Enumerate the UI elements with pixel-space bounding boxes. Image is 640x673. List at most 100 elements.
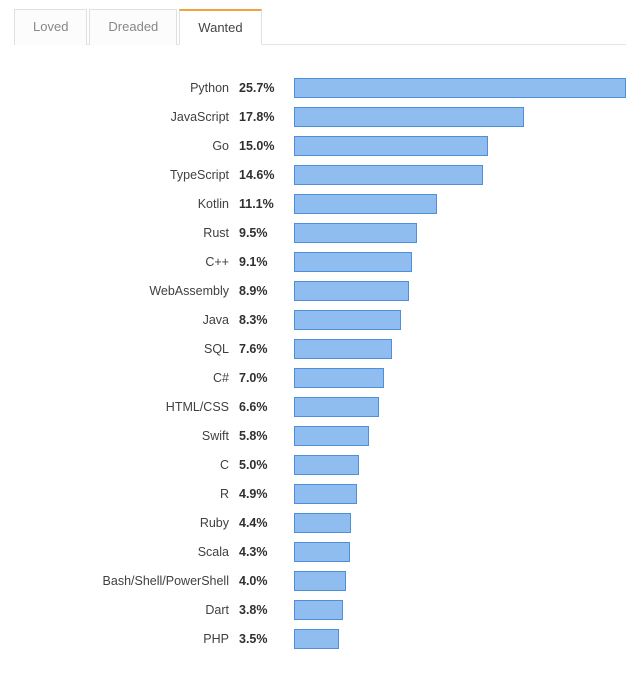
chart-bar <box>294 223 417 243</box>
chart-row-value: 25.7% <box>239 81 294 95</box>
chart-row: Rust9.5% <box>14 218 626 247</box>
chart-row-value: 8.9% <box>239 284 294 298</box>
chart-row: Python25.7% <box>14 73 626 102</box>
chart-row-value: 5.8% <box>239 429 294 443</box>
chart-row-value: 15.0% <box>239 139 294 153</box>
chart-bar <box>294 368 384 388</box>
chart-row: PHP3.5% <box>14 624 626 653</box>
chart-bar-area <box>294 107 626 127</box>
chart-bar <box>294 600 343 620</box>
chart-row-value: 14.6% <box>239 168 294 182</box>
chart-bar-area <box>294 542 626 562</box>
chart-row-label: Dart <box>14 603 239 617</box>
chart-bar <box>294 455 359 475</box>
chart-bar <box>294 194 437 214</box>
chart-row-label: PHP <box>14 632 239 646</box>
chart-row: Kotlin11.1% <box>14 189 626 218</box>
chart-bar <box>294 165 483 185</box>
chart-row-value: 4.3% <box>239 545 294 559</box>
chart-row-value: 6.6% <box>239 400 294 414</box>
chart-bar-area <box>294 513 626 533</box>
chart-row-label: Java <box>14 313 239 327</box>
tab-dreaded[interactable]: Dreaded <box>89 9 177 45</box>
chart-row-value: 3.8% <box>239 603 294 617</box>
chart-row: C#7.0% <box>14 363 626 392</box>
chart-bar <box>294 310 401 330</box>
chart-bar-area <box>294 397 626 417</box>
chart-bar-area <box>294 368 626 388</box>
chart-row: Swift5.8% <box>14 421 626 450</box>
chart-bar-area <box>294 629 626 649</box>
chart-row: HTML/CSS6.6% <box>14 392 626 421</box>
chart-bar-area <box>294 136 626 156</box>
chart-bar-area <box>294 281 626 301</box>
chart-row-label: WebAssembly <box>14 284 239 298</box>
wanted-bar-chart: Python25.7%JavaScript17.8%Go15.0%TypeScr… <box>14 73 626 653</box>
chart-bar-area <box>294 252 626 272</box>
chart-row: C++9.1% <box>14 247 626 276</box>
chart-bar-area <box>294 455 626 475</box>
chart-row-label: Python <box>14 81 239 95</box>
chart-row-label: Swift <box>14 429 239 443</box>
chart-bar <box>294 136 488 156</box>
chart-row-label: HTML/CSS <box>14 400 239 414</box>
chart-row-label: Kotlin <box>14 197 239 211</box>
chart-bar <box>294 397 379 417</box>
chart-row-value: 7.6% <box>239 342 294 356</box>
chart-row-value: 5.0% <box>239 458 294 472</box>
chart-row-value: 17.8% <box>239 110 294 124</box>
chart-row: Scala4.3% <box>14 537 626 566</box>
chart-row-label: C <box>14 458 239 472</box>
chart-row: SQL7.6% <box>14 334 626 363</box>
chart-bar <box>294 78 626 98</box>
chart-bar-area <box>294 223 626 243</box>
chart-bar <box>294 281 409 301</box>
chart-bar-area <box>294 571 626 591</box>
chart-row-label: C# <box>14 371 239 385</box>
chart-bar-area <box>294 339 626 359</box>
tabs: Loved Dreaded Wanted <box>14 8 626 45</box>
chart-row-label: Bash/Shell/PowerShell <box>14 574 239 588</box>
chart-row-label: C++ <box>14 255 239 269</box>
tab-wanted[interactable]: Wanted <box>179 9 261 45</box>
chart-bar-area <box>294 600 626 620</box>
chart-row-label: SQL <box>14 342 239 356</box>
chart-row-label: JavaScript <box>14 110 239 124</box>
chart-row: WebAssembly8.9% <box>14 276 626 305</box>
chart-row-label: TypeScript <box>14 168 239 182</box>
chart-bar-area <box>294 484 626 504</box>
chart-row-label: R <box>14 487 239 501</box>
chart-row: C5.0% <box>14 450 626 479</box>
chart-row: JavaScript17.8% <box>14 102 626 131</box>
chart-row: Ruby4.4% <box>14 508 626 537</box>
chart-row-value: 7.0% <box>239 371 294 385</box>
chart-row-value: 9.5% <box>239 226 294 240</box>
chart-row-value: 9.1% <box>239 255 294 269</box>
chart-row-label: Rust <box>14 226 239 240</box>
chart-bar <box>294 426 369 446</box>
chart-bar-area <box>294 310 626 330</box>
chart-bar <box>294 513 351 533</box>
chart-row: Dart3.8% <box>14 595 626 624</box>
chart-row-value: 11.1% <box>239 197 294 211</box>
chart-row: Bash/Shell/PowerShell4.0% <box>14 566 626 595</box>
chart-bar <box>294 542 350 562</box>
chart-container: Loved Dreaded Wanted Python25.7%JavaScri… <box>0 0 640 673</box>
chart-row: Go15.0% <box>14 131 626 160</box>
chart-row-label: Scala <box>14 545 239 559</box>
chart-bar-area <box>294 194 626 214</box>
chart-row-label: Ruby <box>14 516 239 530</box>
chart-row-value: 4.0% <box>239 574 294 588</box>
chart-row-value: 4.9% <box>239 487 294 501</box>
chart-row-value: 3.5% <box>239 632 294 646</box>
tab-loved[interactable]: Loved <box>14 9 87 45</box>
chart-row: R4.9% <box>14 479 626 508</box>
chart-bar <box>294 252 412 272</box>
chart-row: Java8.3% <box>14 305 626 334</box>
chart-bar-area <box>294 426 626 446</box>
chart-bar-area <box>294 78 626 98</box>
chart-bar <box>294 339 392 359</box>
chart-bar <box>294 484 357 504</box>
chart-bar <box>294 629 339 649</box>
chart-row-value: 4.4% <box>239 516 294 530</box>
